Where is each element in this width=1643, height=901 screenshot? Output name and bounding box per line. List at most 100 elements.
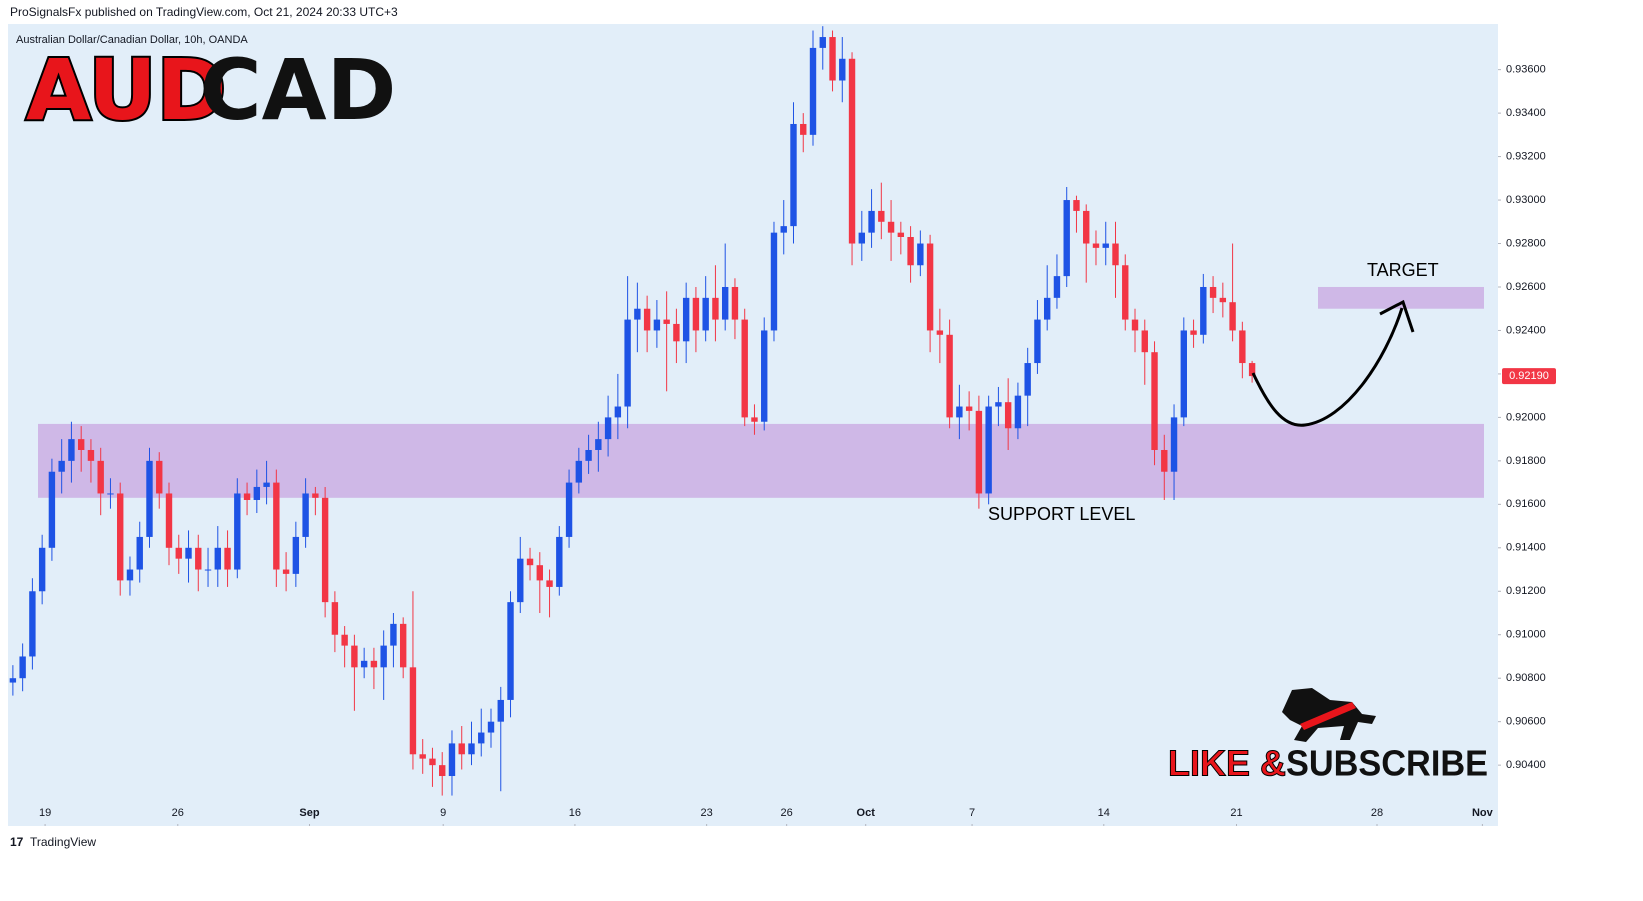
- publisher-line: ProSignalsFx published on TradingView.co…: [10, 5, 398, 19]
- candle-body: [458, 743, 465, 755]
- candle-body: [19, 656, 26, 679]
- candle-body: [1170, 417, 1178, 472]
- x-tick-label: 16: [569, 807, 581, 819]
- candle-body: [585, 449, 592, 461]
- candle-body: [604, 417, 612, 440]
- candle-body: [331, 602, 339, 635]
- x-tick-label: 26: [781, 807, 793, 819]
- candle-body: [117, 493, 124, 581]
- candle-body: [985, 406, 992, 494]
- candle-body: [390, 623, 397, 646]
- candle-body: [429, 758, 436, 766]
- y-tick-label: 0.93000: [1506, 194, 1546, 206]
- candle-body: [282, 569, 290, 574]
- candle-body: [243, 493, 251, 500]
- x-tick-label: Sep: [299, 807, 319, 819]
- candle-body: [624, 319, 631, 407]
- candle-body: [136, 536, 143, 570]
- candle-body: [351, 645, 358, 668]
- candle-body: [97, 460, 104, 494]
- title-red: AUD: [26, 41, 226, 139]
- candle-body: [1200, 286, 1207, 335]
- candle-body: [761, 330, 768, 422]
- bull-logo: [1282, 688, 1376, 742]
- candle-body: [146, 460, 153, 537]
- candle-body: [273, 482, 280, 570]
- candle-body: [702, 297, 709, 331]
- candle-body: [936, 330, 944, 335]
- y-tick-label: 0.91000: [1506, 629, 1546, 641]
- candle-body: [556, 536, 563, 587]
- candle-body: [575, 460, 583, 483]
- candle-body: [956, 406, 963, 418]
- candle-body: [478, 732, 485, 744]
- candle-body: [673, 323, 680, 342]
- candle-body: [126, 569, 134, 581]
- candle-body: [292, 536, 300, 574]
- candle-body: [780, 226, 787, 233]
- candle-body: [165, 493, 173, 548]
- candle-body: [839, 58, 846, 81]
- candle-body: [9, 678, 17, 683]
- candle-body: [409, 667, 417, 755]
- y-tick-label: 0.92000: [1506, 411, 1546, 423]
- candle-body: [721, 286, 729, 320]
- candle-body: [1209, 286, 1217, 298]
- zone: [38, 423, 1484, 498]
- candle-body: [370, 660, 378, 668]
- zone: [1318, 286, 1484, 309]
- candles: [9, 26, 1256, 796]
- y-tick-label: 0.90600: [1506, 716, 1546, 728]
- y-tick-label: 0.93600: [1506, 64, 1546, 76]
- candle-body: [858, 232, 865, 244]
- candle-body: [497, 699, 504, 722]
- candle-body: [526, 558, 534, 566]
- candle-body: [829, 37, 836, 81]
- candle-body: [214, 547, 221, 570]
- candle-body: [234, 493, 241, 570]
- candle-body: [263, 482, 270, 487]
- candle-body: [29, 591, 36, 657]
- candle-body: [565, 482, 573, 537]
- last-price-box: [1502, 368, 1556, 385]
- symbol-line: Australian Dollar/Canadian Dollar, 10h, …: [16, 34, 248, 46]
- candle-body: [48, 471, 56, 548]
- candle-body: [399, 623, 407, 668]
- candle-body: [1083, 210, 1090, 244]
- y-tick-label: 0.91600: [1506, 498, 1546, 510]
- candle-body: [770, 232, 778, 331]
- candle-body: [253, 486, 261, 500]
- candle-body: [1014, 395, 1022, 429]
- y-tick-label: 0.92800: [1506, 237, 1546, 249]
- candle-body: [1092, 243, 1100, 248]
- candle-body: [1043, 297, 1051, 320]
- candle-body: [1024, 363, 1031, 396]
- candle-body: [439, 765, 446, 777]
- candle-body: [878, 210, 885, 222]
- candle-body: [595, 439, 602, 450]
- candle-body: [975, 410, 983, 494]
- candle-body: [663, 319, 670, 324]
- candle-body: [1239, 330, 1246, 364]
- candle-body: [848, 58, 856, 244]
- candle-body: [204, 569, 212, 571]
- candle-body: [107, 493, 114, 495]
- y-tick-label: 0.91800: [1506, 455, 1546, 467]
- candle-body: [1229, 302, 1236, 331]
- candle-body: [507, 602, 514, 700]
- x-tick-label: Oct: [857, 807, 876, 819]
- zone-label: SUPPORT LEVEL: [988, 504, 1135, 524]
- last-price-label: 0.92190: [1509, 370, 1549, 382]
- axes: 0.90400 0.90600 0.90800 0.91000 0.91200 0.914…: [39, 64, 1556, 826]
- candle-body: [692, 297, 700, 331]
- candle-body: [897, 232, 905, 237]
- title-black: CAD: [200, 41, 396, 139]
- arrow-head: [1379, 299, 1415, 333]
- candle-body: [1063, 200, 1070, 277]
- candle-body: [643, 308, 651, 331]
- candle-body: [448, 743, 456, 777]
- y-tick-label: 0.93400: [1506, 107, 1546, 119]
- x-tick-label: 14: [1098, 807, 1110, 819]
- candle-body: [87, 449, 95, 461]
